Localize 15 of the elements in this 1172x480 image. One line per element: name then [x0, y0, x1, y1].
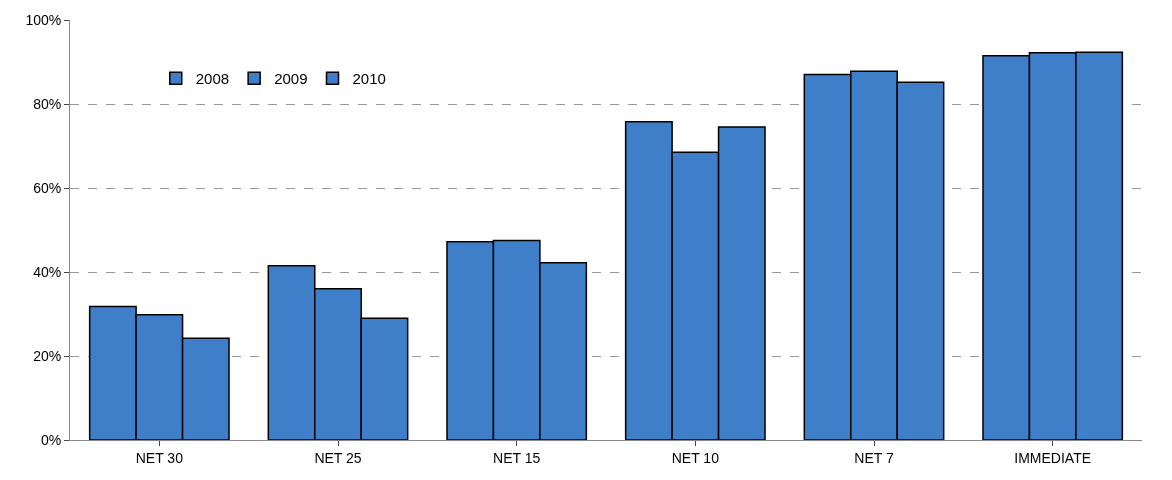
x-tick-label: NET 10	[671, 449, 720, 466]
x-tick-label: NET 15	[493, 449, 541, 466]
x-tick-label: NET 25	[314, 449, 362, 466]
y-tick-label: 80%	[33, 95, 62, 112]
legend-label: 2008	[195, 70, 230, 88]
legend-label: 2009	[274, 70, 308, 88]
legend-label: 2010	[352, 70, 386, 88]
x-tick-label: NET 30	[135, 449, 184, 466]
x-tick-label: IMMEDIATE	[1014, 449, 1092, 466]
x-tick-label: NET 7	[854, 449, 894, 466]
y-tick-label: 0%	[40, 431, 62, 448]
y-tick-label: 40%	[33, 263, 62, 280]
y-tick-label: 100%	[25, 11, 62, 28]
y-tick-label: 20%	[33, 347, 62, 364]
y-tick-label: 60%	[33, 179, 62, 196]
